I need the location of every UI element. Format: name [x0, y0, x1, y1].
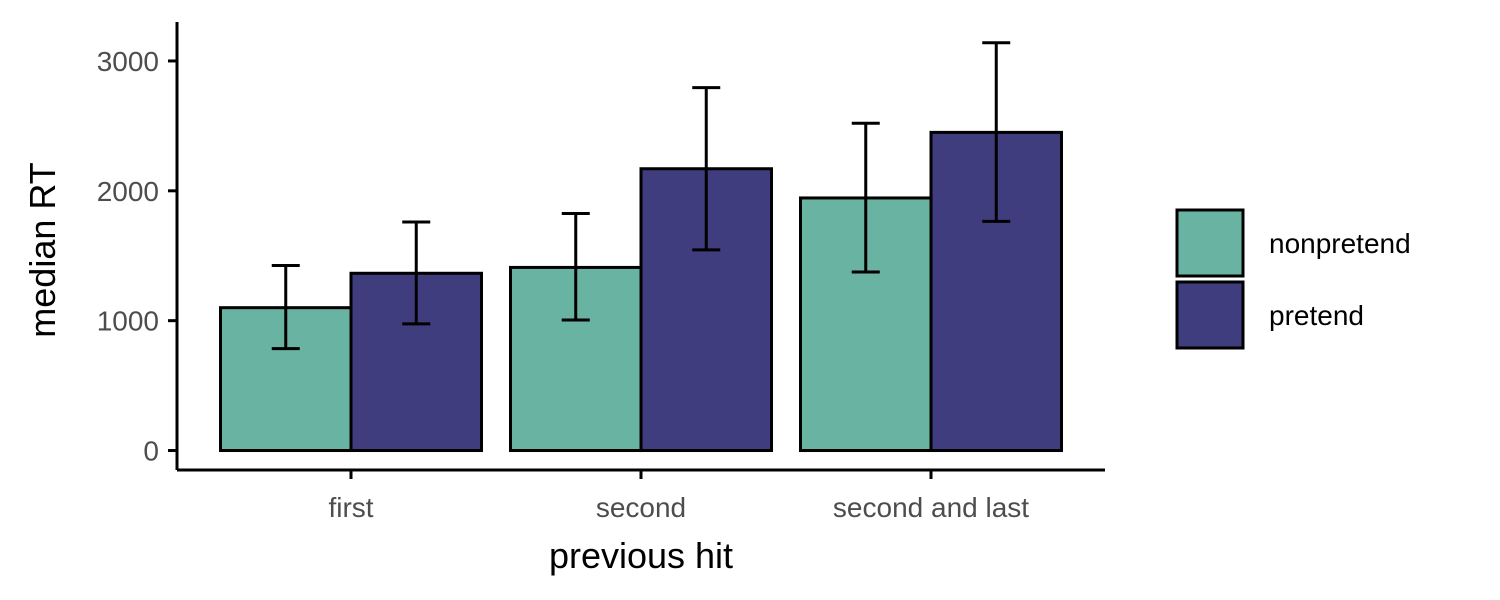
bar-pretend-second	[639, 167, 773, 453]
error-bar-nonpretend-second	[561, 212, 590, 322]
x-tick-label: second	[596, 492, 686, 523]
y-axis-title: median RT	[22, 162, 63, 337]
y-ticks-layer: 0 1000 2000 3000	[97, 46, 177, 467]
x-tick-label: second and last	[833, 492, 1029, 523]
y-tick-label: 2000	[97, 176, 159, 207]
y-tick-label: 3000	[97, 46, 159, 77]
error-bar-pretend-second	[692, 86, 721, 252]
x-axis-title: previous hit	[549, 535, 733, 576]
error-bar-nonpretend-first	[271, 263, 300, 351]
error-bar-pretend-first	[402, 220, 431, 326]
x-tick-label: first	[328, 492, 373, 523]
x-ticks-layer: first second second and last	[328, 470, 1029, 523]
y-tick-label: 1000	[97, 306, 159, 337]
bar-nonpretend-second-and-last	[799, 196, 933, 453]
error-bars-layer	[271, 41, 1011, 351]
error-bar-nonpretend-second-and-last	[851, 121, 880, 274]
bars-layer	[219, 130, 1063, 453]
legend: nonpretend pretend	[1175, 208, 1411, 350]
error-bar-pretend-second-and-last	[982, 41, 1011, 223]
legend-label-pretend: pretend	[1269, 300, 1364, 331]
legend-key-pretend	[1175, 280, 1245, 350]
legend-label-nonpretend: nonpretend	[1269, 228, 1411, 259]
legend-key-nonpretend	[1175, 208, 1245, 278]
y-tick-label: 0	[143, 436, 159, 467]
